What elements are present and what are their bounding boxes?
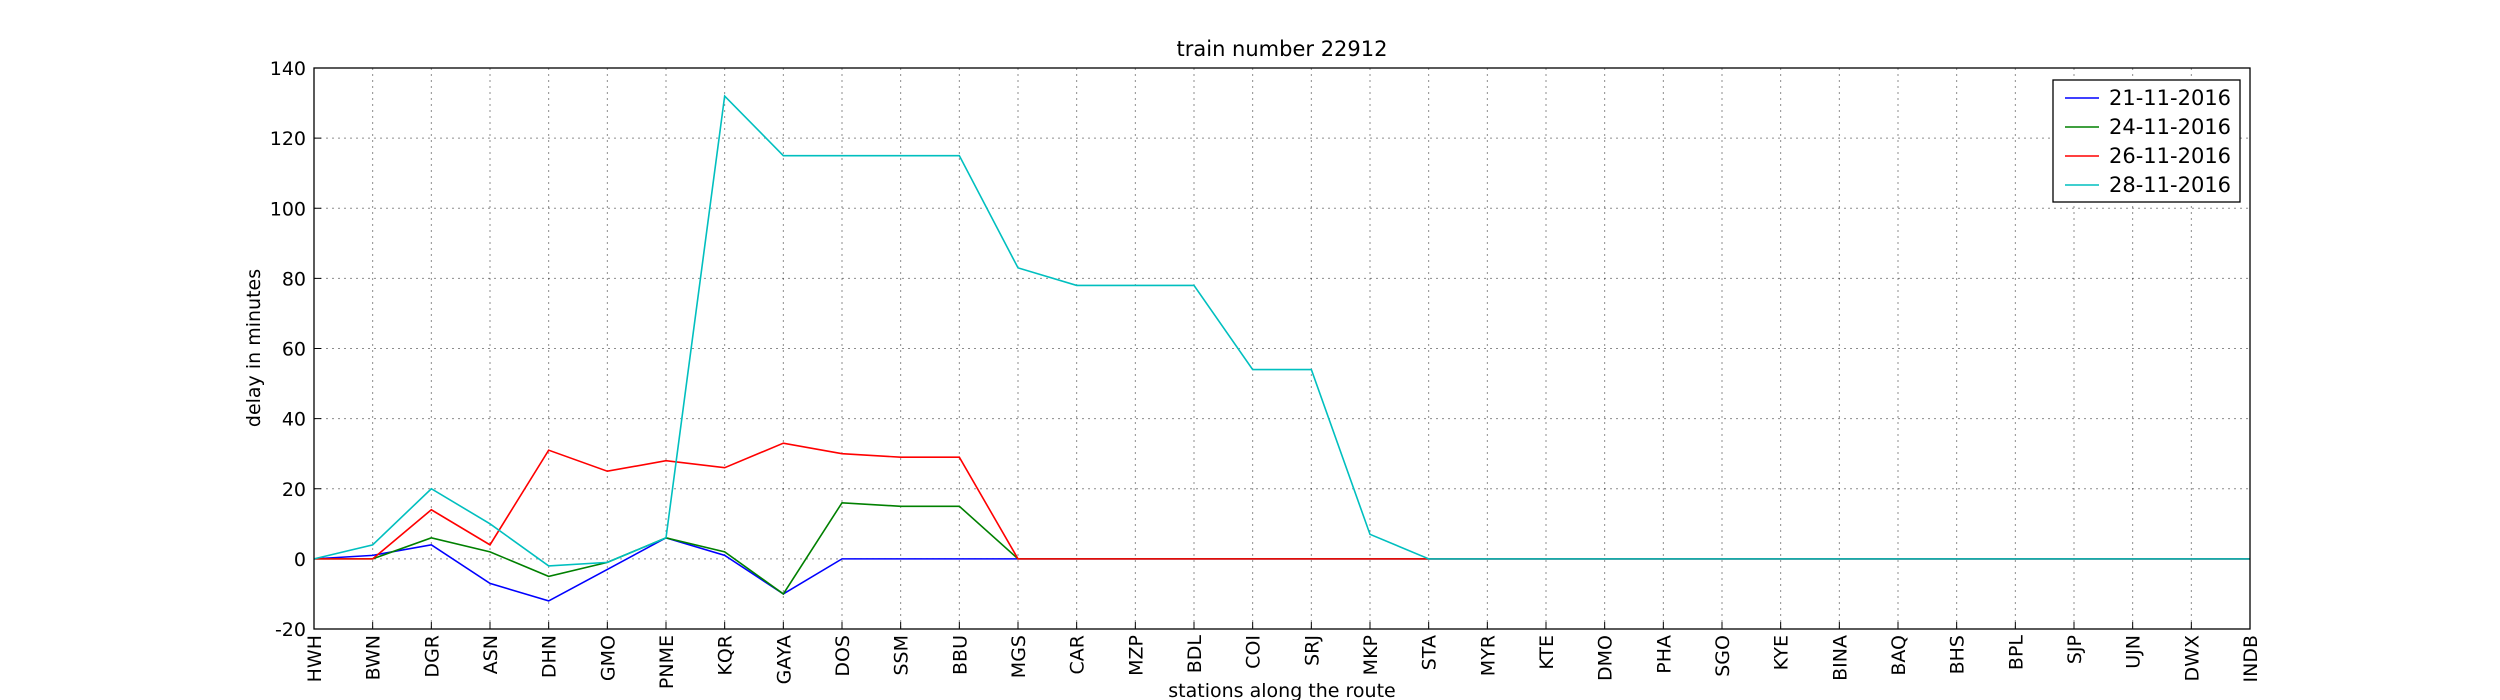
x-tick-label: BAQ <box>1888 635 1910 676</box>
x-tick-label: COI <box>1243 635 1265 669</box>
y-tick-label: 60 <box>282 339 306 361</box>
y-axis-label: delay in minutes <box>243 269 265 427</box>
legend-label: 24-11-2016 <box>2109 115 2231 139</box>
x-tick-label: STA <box>1419 635 1441 670</box>
chart-title: train number 22912 <box>1177 37 1388 61</box>
x-tick-label: ASN <box>480 635 502 674</box>
x-tick-label: MKP <box>1360 635 1382 675</box>
series-line <box>314 442 2250 560</box>
x-tick-label: KQR <box>715 635 737 676</box>
legend: 21-11-2016 24-11-2016 26-11-2016 28-11-2016 <box>2052 79 2241 203</box>
x-tick-label: MYR <box>1477 635 1499 676</box>
x-tick-label: SJP <box>2064 635 2086 664</box>
x-tick-label: SRJ <box>1301 635 1323 666</box>
x-tick-label: INDB <box>2240 635 2262 682</box>
x-tick-label: BBU <box>949 635 971 675</box>
y-tick-label: 20 <box>282 479 306 501</box>
x-tick-label: DGR <box>421 635 443 678</box>
x-tick-label: PNME <box>656 635 678 689</box>
x-tick-label: SGO <box>1712 635 1734 677</box>
x-tick-label: KYE <box>1771 635 1793 670</box>
y-tick-label: 120 <box>270 128 306 150</box>
x-tick-label: UJN <box>2123 635 2145 669</box>
x-tick-label: BDL <box>1184 635 1206 674</box>
x-tick-label: BPL <box>2005 635 2027 670</box>
y-tick-label: 0 <box>294 549 306 571</box>
x-tick-label: BINA <box>1829 635 1851 681</box>
x-tick-label: BWN <box>363 635 385 680</box>
x-tick-label: GAYA <box>773 635 795 684</box>
x-tick-label: BHS <box>1947 635 1969 674</box>
x-tick-label: KTE <box>1536 635 1558 670</box>
legend-label: 26-11-2016 <box>2109 144 2231 168</box>
x-tick-label: MZP <box>1125 635 1147 676</box>
x-tick-label: HWH <box>304 635 326 682</box>
legend-label: 21-11-2016 <box>2109 86 2231 110</box>
x-tick-label: DHN <box>539 635 561 678</box>
x-tick-label: DWX <box>2181 635 2203 681</box>
legend-label: 28-11-2016 <box>2109 173 2231 197</box>
x-tick-label: MGS <box>1008 635 1030 678</box>
x-tick-label: DMO <box>1595 635 1617 681</box>
x-tick-label: CAR <box>1067 635 1089 674</box>
x-tick-label: DOS <box>832 635 854 677</box>
series-line <box>314 501 2250 596</box>
x-tick-label: SSM <box>891 635 913 676</box>
x-axis-label: stations along the route <box>1168 680 1395 700</box>
y-tick-label: 80 <box>282 268 306 290</box>
series-line <box>313 94 2250 567</box>
y-tick-label: 40 <box>282 409 306 431</box>
x-tick-label: GMO <box>597 635 619 681</box>
legend-box <box>2052 79 2241 203</box>
y-tick-label: 100 <box>270 198 306 220</box>
y-tick-label: -20 <box>275 619 306 641</box>
plot-frame <box>313 67 2251 630</box>
y-tick-label: 140 <box>270 58 306 80</box>
series-line <box>313 536 2250 602</box>
x-tick-label: PHA <box>1653 635 1675 674</box>
